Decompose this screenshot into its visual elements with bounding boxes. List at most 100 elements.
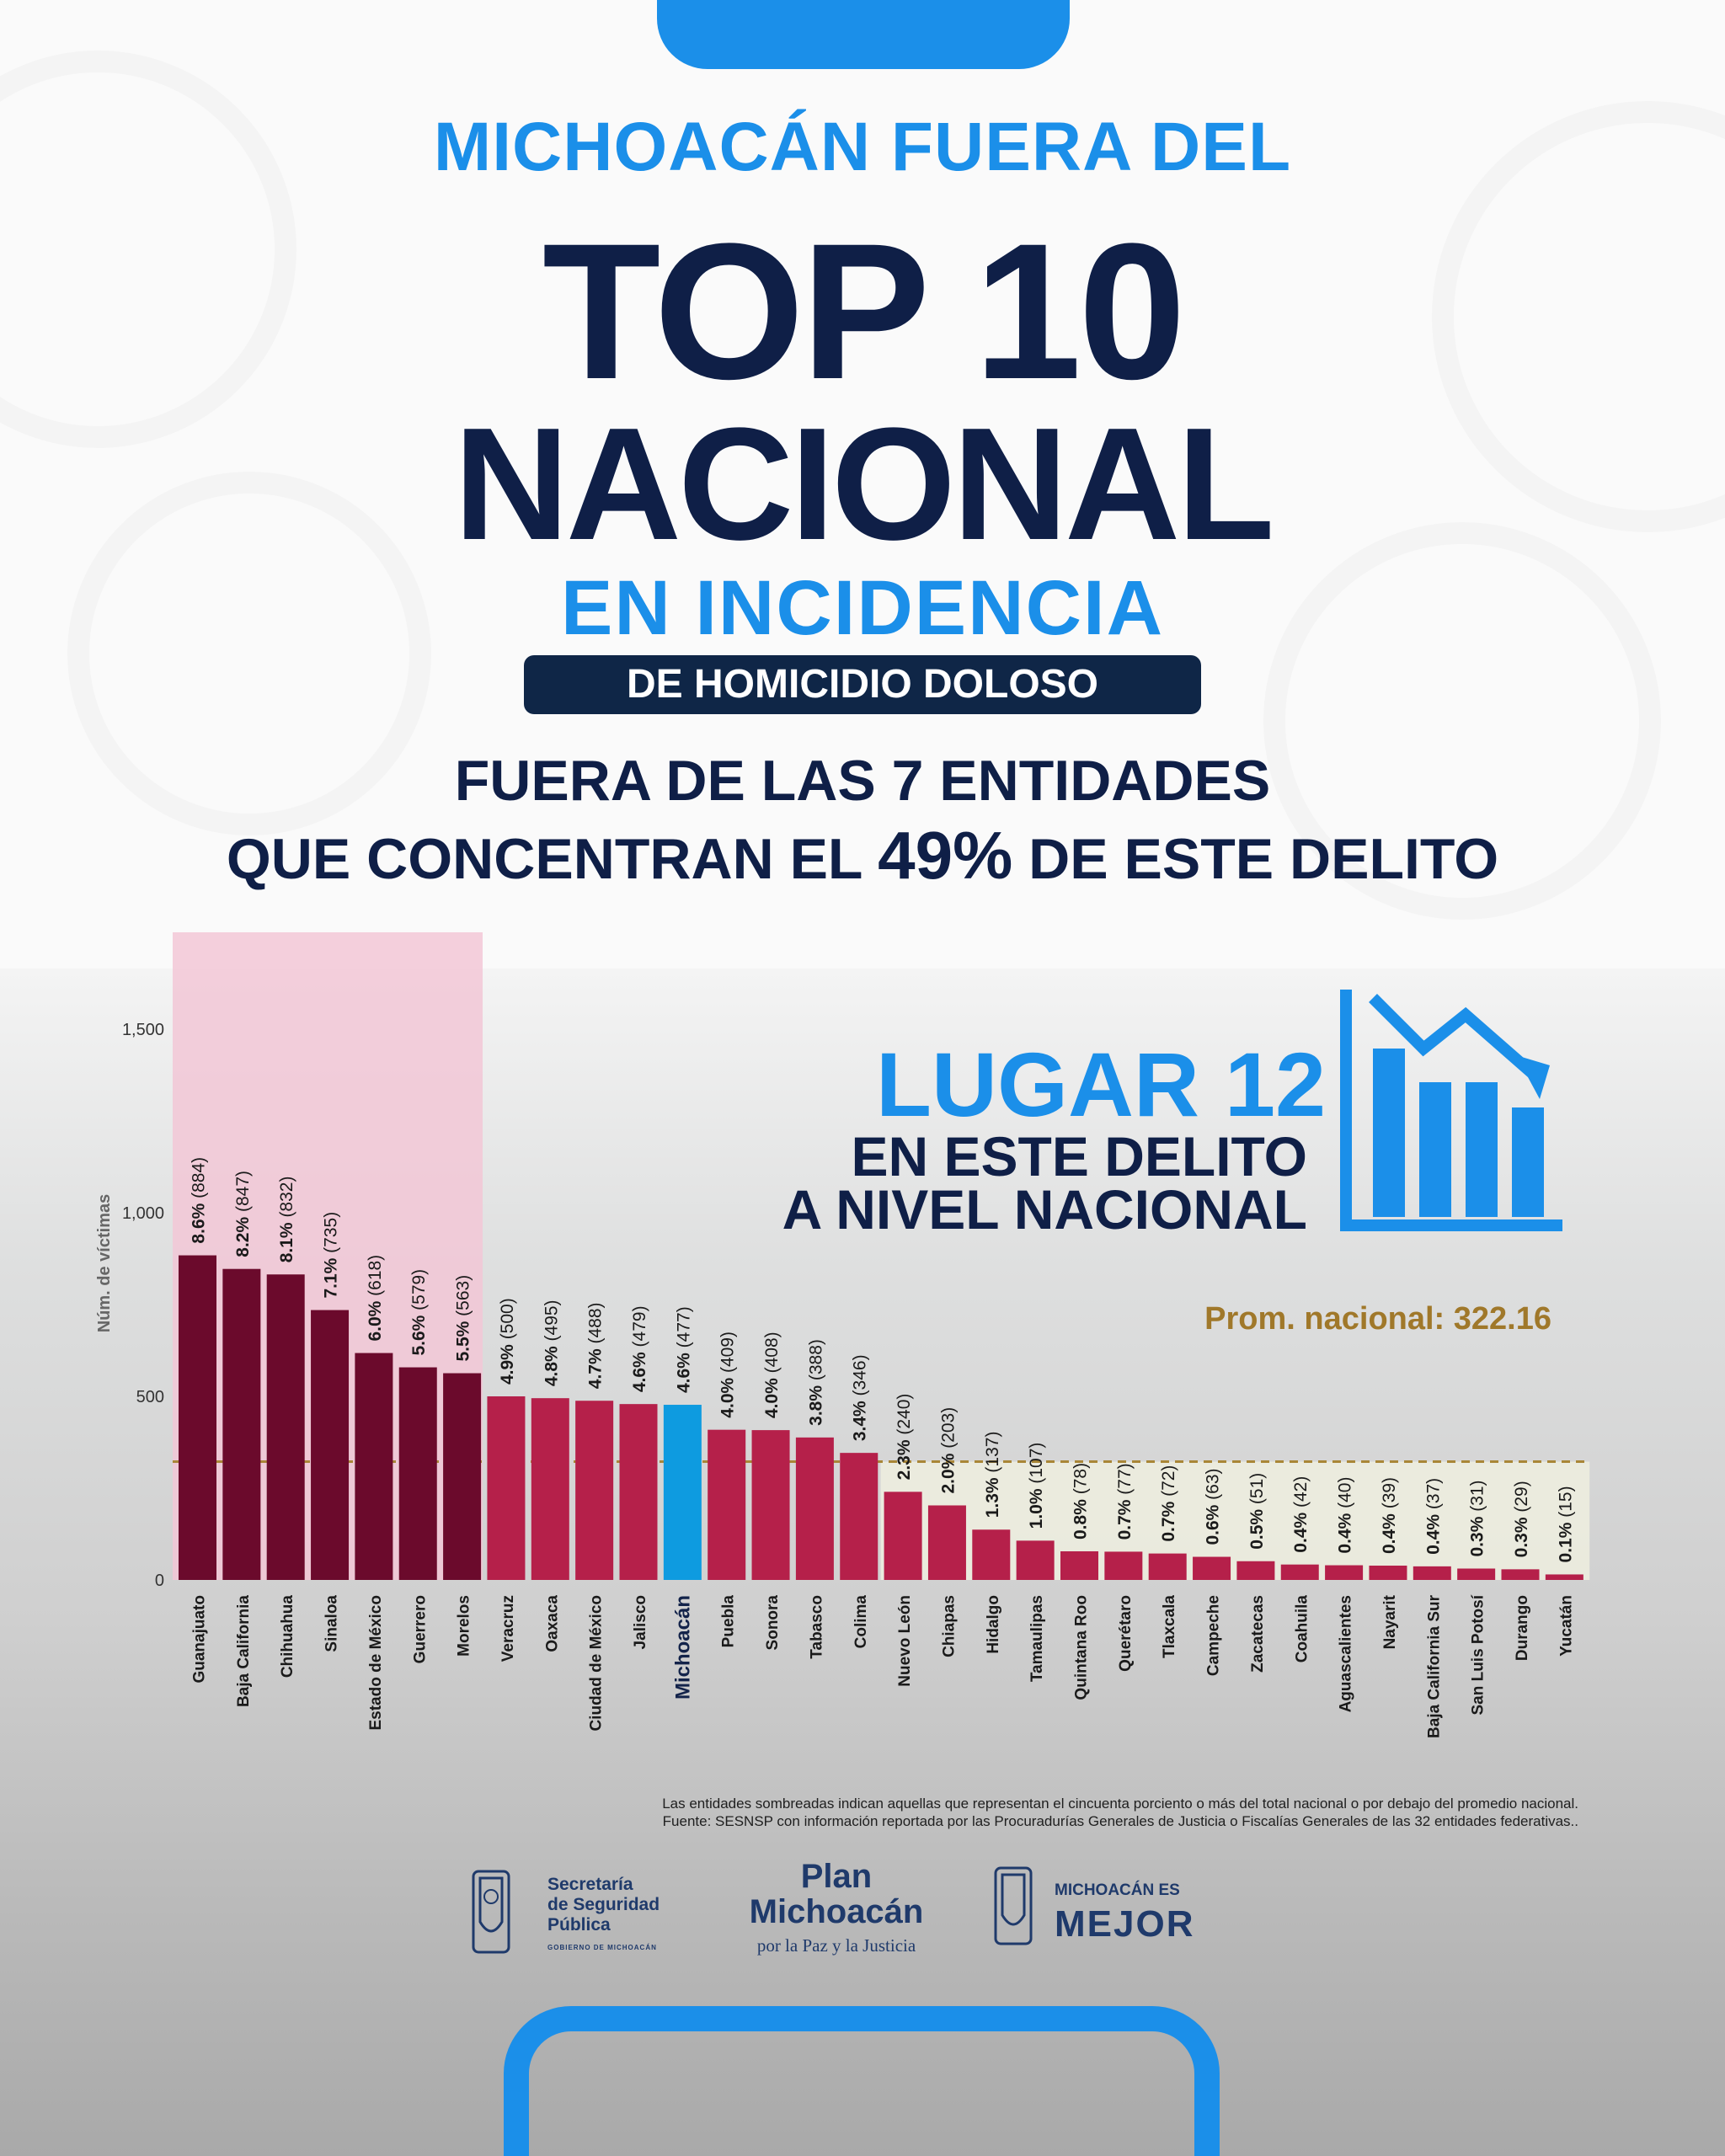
- data-label: 0.5% (51): [1247, 1473, 1267, 1550]
- crime-type-pill: DE HOMICIDIO DOLOSO: [524, 655, 1201, 714]
- rank-subtitle-1: EN ESTE DELITO: [851, 1125, 1307, 1187]
- headline-top10: TOP 10: [542, 203, 1186, 419]
- bar: [884, 1492, 922, 1580]
- bar: [1016, 1540, 1055, 1580]
- data-label: 0.7% (77): [1115, 1463, 1135, 1540]
- ssp-government: GOBIERNO DE MICHOACÁN: [547, 1944, 657, 1951]
- bar: [927, 1505, 966, 1580]
- logo-michoacan-es-mejor: MICHOACÁN ES MEJOR: [994, 1853, 1297, 1954]
- national-average-label: Prom. nacional: 322.16: [1204, 1301, 1551, 1337]
- data-label: 4.6% (479): [630, 1305, 649, 1392]
- bar: [1236, 1561, 1275, 1580]
- plan-line-1: Plan: [800, 1858, 873, 1895]
- x-tick-label: Veracruz: [499, 1595, 517, 1662]
- x-tick-label: Querétaro: [1117, 1595, 1135, 1672]
- x-tick-label: Jalisco: [632, 1595, 649, 1649]
- data-label: 1.3% (137): [983, 1432, 1002, 1518]
- subheadline-2-part-c: DE ESTE DELITO: [1012, 827, 1499, 891]
- bar: [1457, 1568, 1496, 1580]
- rank-title: LUGAR 12: [876, 1033, 1327, 1135]
- data-label: 4.0% (408): [762, 1331, 782, 1418]
- bar: [1060, 1550, 1098, 1580]
- top-tab-decoration: [657, 0, 1070, 69]
- x-tick-label: Coahuila: [1293, 1595, 1311, 1663]
- data-label: 0.4% (40): [1336, 1476, 1355, 1553]
- data-label: 5.6% (579): [409, 1269, 429, 1356]
- x-tick-label: Estado de México: [367, 1595, 385, 1731]
- x-tick-label: Morelos: [456, 1595, 473, 1657]
- data-label: 3.4% (346): [851, 1354, 870, 1441]
- bar: [1148, 1553, 1187, 1580]
- bar: [1545, 1574, 1583, 1580]
- x-tick-label: San Luis Potosí: [1470, 1594, 1487, 1715]
- data-label: 4.7% (488): [586, 1302, 606, 1389]
- state-coat-of-arms-icon: [994, 1866, 1033, 1945]
- data-label: 0.3% (29): [1512, 1481, 1531, 1557]
- bar: [575, 1401, 614, 1580]
- bar: [1193, 1556, 1231, 1580]
- footnote-shading: Las entidades sombreadas indican aquella…: [662, 1796, 1578, 1812]
- subheadline-2-percent: 49%: [878, 818, 1013, 893]
- data-label: 0.3% (31): [1468, 1480, 1487, 1556]
- x-tick-label: Oaxaca: [543, 1595, 561, 1652]
- bar: [795, 1437, 834, 1580]
- data-label: 4.6% (477): [674, 1306, 693, 1393]
- data-label: 0.7% (72): [1159, 1465, 1178, 1542]
- x-tick-label: Puebla: [720, 1595, 738, 1648]
- data-label: 0.8% (78): [1071, 1463, 1091, 1540]
- bar: [663, 1405, 702, 1580]
- data-label: 7.1% (735): [322, 1212, 341, 1299]
- data-label: 0.4% (39): [1380, 1477, 1399, 1554]
- bar: [1501, 1569, 1540, 1580]
- data-label: 0.4% (37): [1423, 1478, 1443, 1555]
- bar: [972, 1529, 1011, 1580]
- bar: [531, 1398, 569, 1580]
- subheadline-1: FUERA DE LAS 7 ENTIDADES: [454, 749, 1271, 813]
- bar: [840, 1453, 879, 1580]
- headline-nacional: NACIONAL: [453, 395, 1275, 574]
- x-tick-label: Michoacán: [671, 1595, 694, 1700]
- x-tick-label: Ciudad de México: [588, 1595, 606, 1732]
- mejor-line-2: MEJOR: [1055, 1903, 1195, 1945]
- x-tick-label: Durango: [1514, 1595, 1531, 1661]
- x-tick-label: Quintana Roo: [1073, 1595, 1091, 1700]
- plan-line-3: por la Paz y la Justicia: [756, 1935, 916, 1956]
- data-label: 8.1% (832): [277, 1177, 296, 1263]
- data-label: 4.9% (500): [498, 1298, 517, 1385]
- background-pattern: [0, 0, 1725, 969]
- x-tick-label: Hidalgo: [985, 1595, 1002, 1654]
- bar: [311, 1310, 350, 1580]
- bar: [179, 1255, 216, 1580]
- y-tick-label: 1,000: [122, 1204, 164, 1223]
- data-label: 8.2% (847): [233, 1171, 253, 1257]
- x-tick-label: Guanajuato: [191, 1595, 209, 1684]
- x-tick-label: Guerrero: [411, 1595, 429, 1663]
- x-tick-label: Tlaxcala: [1161, 1595, 1178, 1658]
- data-label: 1.0% (107): [1027, 1443, 1046, 1529]
- headline-incidencia: EN INCIDENCIA: [560, 565, 1165, 651]
- bar: [708, 1429, 746, 1580]
- y-axis-label: Núm. de víctimas: [95, 1194, 114, 1333]
- x-tick-label: Nayarit: [1381, 1594, 1399, 1649]
- mejor-line-1: MICHOACÁN ES: [1055, 1881, 1180, 1899]
- x-tick-label: Nuevo León: [896, 1595, 914, 1687]
- bar: [398, 1367, 437, 1580]
- y-tick-label: 0: [155, 1572, 164, 1590]
- bar: [619, 1404, 658, 1580]
- data-label: 0.1% (15): [1556, 1486, 1575, 1562]
- subheadline-2-part-a: QUE CONCENTRAN EL: [226, 827, 879, 891]
- x-tick-label: Aguascalientes: [1338, 1595, 1355, 1712]
- ssp-line-3: Pública: [547, 1915, 611, 1935]
- footnote-source: Fuente: SESNSP con información reportada…: [662, 1813, 1578, 1829]
- y-tick-label: 1,500: [122, 1021, 164, 1039]
- ssp-line-2: de Seguridad: [547, 1895, 660, 1914]
- bar: [751, 1430, 790, 1580]
- headline-line-1: MICHOACÁN FUERA DEL: [433, 109, 1292, 185]
- bar: [1280, 1564, 1319, 1580]
- bar: [222, 1268, 261, 1580]
- bar: [443, 1373, 482, 1580]
- x-tick-label: Zacatecas: [1249, 1595, 1267, 1673]
- x-tick-label: Chiapas: [940, 1595, 958, 1657]
